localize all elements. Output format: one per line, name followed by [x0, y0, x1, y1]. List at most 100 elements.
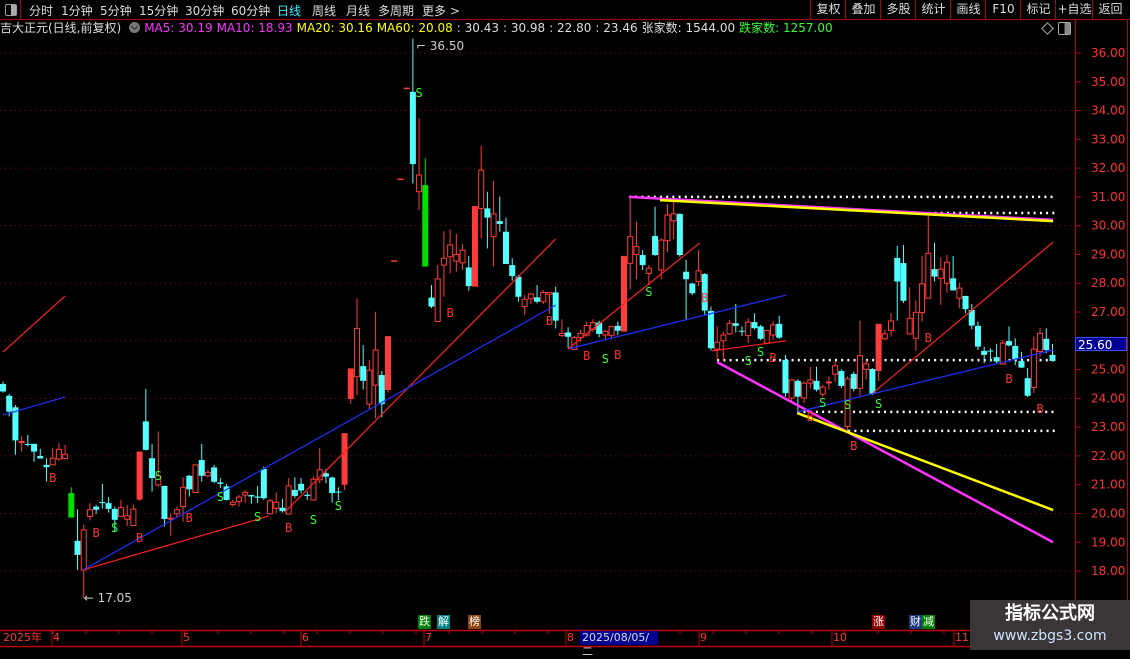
grid-lines — [0, 52, 1075, 572]
trendline[interactable] — [82, 304, 556, 571]
period-tab[interactable]: 更多 > — [422, 4, 460, 18]
candle — [552, 286, 559, 329]
trendline[interactable] — [2, 396, 66, 416]
candle — [496, 196, 503, 232]
trendline[interactable] — [567, 242, 701, 350]
candle — [515, 274, 522, 302]
trendline[interactable] — [567, 294, 787, 350]
candle — [99, 483, 106, 509]
candle — [235, 494, 242, 507]
sell-signal: S — [757, 345, 764, 359]
candle — [838, 369, 845, 389]
toolbar-button[interactable]: F10 — [985, 0, 1021, 19]
month-label: 9 — [700, 631, 707, 644]
candle — [993, 343, 1000, 364]
toolbar-button[interactable]: 标记 — [1020, 0, 1056, 19]
chevron-down-icon[interactable] — [129, 22, 141, 33]
candle — [186, 474, 193, 497]
panel-toggle-button[interactable] — [0, 0, 21, 19]
candle — [776, 315, 783, 339]
sell-signal: S — [310, 513, 317, 527]
candle — [1012, 338, 1019, 365]
month-label: 6 — [302, 631, 309, 644]
period-tab[interactable]: 日线 — [277, 4, 302, 18]
toolbar-button[interactable]: 多股 — [880, 0, 916, 19]
sell-signal: S — [217, 490, 224, 504]
period-tab[interactable]: 5分钟 — [100, 4, 132, 18]
sell-signal: S — [254, 510, 261, 524]
candle — [142, 388, 149, 451]
candle — [540, 290, 547, 304]
candle — [93, 504, 100, 514]
panel-icon[interactable] — [1058, 22, 1071, 35]
candle — [254, 485, 261, 504]
candle — [546, 291, 553, 314]
candle — [440, 231, 447, 297]
candle — [24, 434, 31, 447]
candle — [645, 265, 652, 285]
candle — [291, 477, 298, 499]
toolbar-button[interactable]: +自选 — [1055, 0, 1093, 19]
candle — [459, 244, 466, 271]
candle — [167, 513, 174, 536]
candle — [428, 284, 435, 309]
price-axis[interactable]: 36.00 35.00 34.00 33.00 32.00 31.00 30.00 29.00… — [1075, 20, 1128, 650]
candle — [962, 295, 969, 314]
toolbar-button[interactable]: 返回 — [1092, 0, 1128, 19]
candle — [117, 499, 124, 517]
trendline[interactable] — [284, 238, 557, 513]
candle — [732, 303, 739, 333]
trendline[interactable] — [797, 349, 1054, 413]
high-price-label: ⌐ 36.50 — [416, 39, 464, 53]
period-tab[interactable]: 1分钟 — [61, 4, 93, 18]
candle — [925, 215, 932, 299]
event-tag[interactable]: 跌 — [418, 615, 431, 629]
candle — [173, 506, 180, 519]
sell-signal: S — [645, 285, 652, 299]
trendline[interactable] — [2, 295, 66, 353]
toolbar-button[interactable]: 统计 — [915, 0, 951, 19]
candle — [670, 200, 677, 240]
trendline[interactable] — [716, 360, 1054, 544]
trendline[interactable] — [872, 241, 1054, 394]
price-tick-label: 30.00 — [1091, 219, 1125, 233]
period-tab[interactable]: 60分钟 — [231, 4, 271, 18]
price-tick-label: 33.00 — [1091, 132, 1125, 146]
trendline[interactable] — [712, 340, 787, 352]
toolbar-button[interactable]: 复权 — [810, 0, 846, 19]
candle — [664, 204, 671, 253]
trendline[interactable] — [796, 411, 1054, 512]
event-tag[interactable]: 涨 — [872, 615, 885, 629]
period-tab[interactable]: 多周期 — [378, 4, 415, 18]
stock-title: 吉大正元(日线,前复权) — [0, 21, 122, 35]
date-axis[interactable] — [0, 629, 970, 648]
period-tab[interactable]: 周线 — [312, 4, 337, 18]
candle — [906, 287, 913, 335]
trendline[interactable] — [659, 198, 1054, 223]
down-count: 跌家数: 1257.00 — [739, 21, 833, 35]
event-tag[interactable]: 财 — [909, 615, 922, 629]
period-tab[interactable]: 30分钟 — [185, 4, 225, 18]
sell-signal: S — [844, 398, 851, 412]
price-tick-label: 28.00 — [1091, 276, 1125, 290]
toolbar-button[interactable]: 叠加 — [845, 0, 881, 19]
buy-signal: B — [807, 410, 814, 424]
event-tag[interactable]: 榜 — [468, 615, 481, 629]
candle — [161, 485, 168, 527]
top-toolbar: 分时 1分钟 5分钟 15分钟 30分钟 60分钟 日线 周线 月线 多周期 更多 > 复权 叠加 多股… — [0, 0, 1130, 20]
event-tag[interactable]: 减 — [922, 615, 935, 629]
toolbar-button[interactable]: 画线 — [950, 0, 986, 19]
period-tab[interactable]: 分时 — [29, 4, 54, 18]
trendline[interactable] — [82, 515, 269, 571]
price-tick-label: 25.00 — [1091, 363, 1125, 377]
event-tag[interactable]: 解 — [437, 615, 450, 629]
period-tab[interactable]: 月线 — [346, 4, 371, 18]
buy-signal: B — [1005, 372, 1012, 386]
candle — [521, 295, 528, 315]
candle — [912, 300, 919, 351]
period-tab[interactable]: 15分钟 — [139, 4, 179, 18]
candle — [267, 499, 274, 515]
candle — [726, 319, 733, 336]
candle — [149, 443, 156, 492]
